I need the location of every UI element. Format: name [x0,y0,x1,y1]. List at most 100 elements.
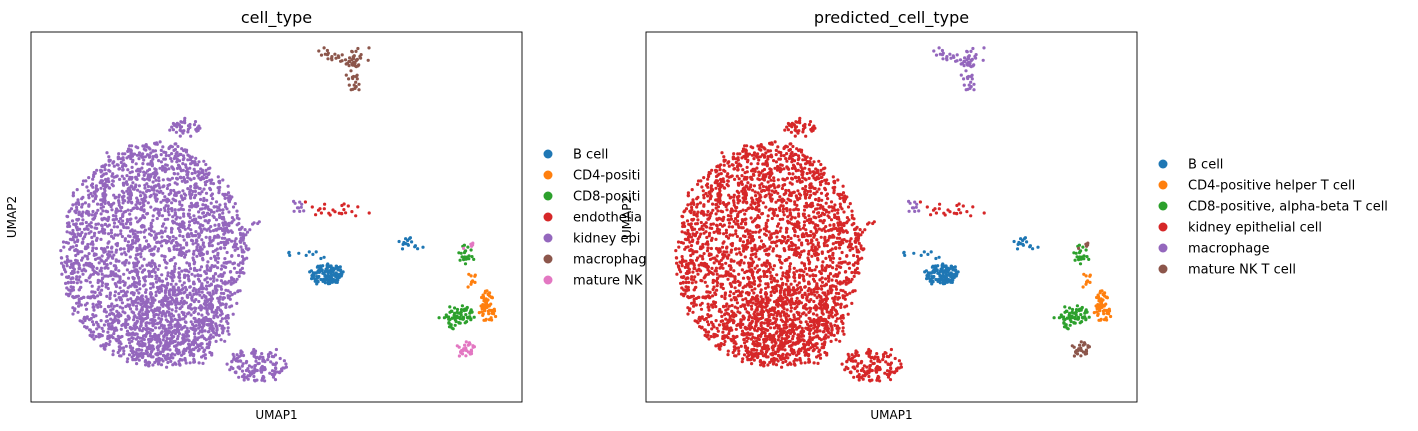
data-point [134,261,138,265]
data-point [102,216,106,220]
data-point [80,241,85,245]
data-point [727,164,731,168]
data-point [319,211,323,215]
data-point [116,233,120,237]
data-point [91,333,95,337]
data-point [68,209,72,213]
data-point [181,158,185,162]
data-point [186,334,191,338]
data-point [219,267,223,271]
data-point [175,329,179,333]
data-point [219,319,223,323]
data-point [273,363,277,367]
data-point [165,186,169,191]
data-point [71,285,75,289]
data-point [470,243,474,247]
data-point [165,197,169,201]
data-point [171,238,175,242]
data-point [90,284,94,288]
data-point [209,283,213,287]
data-point [328,213,332,217]
data-point [182,291,186,295]
data-point [821,260,825,264]
scatter-points [674,46,1113,383]
data-point [175,177,179,181]
data-point [226,329,230,333]
data-point [160,303,164,307]
data-point [158,306,162,310]
data-point [733,286,737,290]
data-point [174,306,178,310]
data-point [766,180,770,184]
data-point [149,293,153,297]
data-point [114,214,118,218]
data-point [73,307,77,311]
data-point [124,325,128,329]
data-point [211,197,215,201]
data-point [674,249,678,253]
data-point [84,307,89,311]
data-point [200,296,204,300]
data-point [769,326,773,330]
data-point [229,276,234,280]
data-point [94,270,98,275]
data-point [466,245,470,249]
data-point [210,192,214,196]
data-point [774,160,779,164]
data-point [75,225,79,229]
data-point [178,128,182,132]
data-point [740,174,744,178]
data-point [108,296,112,300]
data-point [809,234,813,238]
data-point [763,232,767,236]
data-point [138,343,142,348]
data-point [357,82,361,86]
data-point [129,217,133,221]
data-point [472,315,476,319]
data-point [181,234,185,239]
data-point [157,326,161,330]
data-point [100,254,104,258]
data-point [92,173,96,177]
data-point [353,86,357,90]
data-point [126,276,131,280]
data-point [282,366,286,370]
data-point [691,238,695,242]
data-point [115,318,119,322]
data-point [230,239,234,243]
data-point [222,271,226,275]
data-point [166,281,170,285]
data-point [172,198,177,202]
data-point [111,161,115,165]
data-point [845,195,849,199]
data-point [134,216,138,220]
data-point [397,239,401,244]
data-point [142,170,146,174]
data-point [141,177,145,181]
data-point [156,337,160,341]
data-point [93,290,97,294]
data-point [210,310,214,314]
data-point [132,318,136,322]
data-point [695,197,699,201]
data-point [100,326,104,330]
data-point [216,186,220,190]
data-point [116,350,120,355]
data-point [175,337,180,341]
data-point [298,200,302,204]
data-point [64,240,68,245]
data-point [177,122,181,127]
data-point [164,277,169,281]
data-point [494,314,498,319]
data-point [304,253,308,257]
data-point [783,348,787,352]
data-point [232,266,237,270]
data-point [137,157,141,161]
data-point [130,355,134,359]
data-point [157,179,161,183]
data-point [142,276,146,280]
data-point [122,283,126,287]
data-point [173,353,177,357]
data-point [215,288,219,292]
data-point [210,305,215,309]
